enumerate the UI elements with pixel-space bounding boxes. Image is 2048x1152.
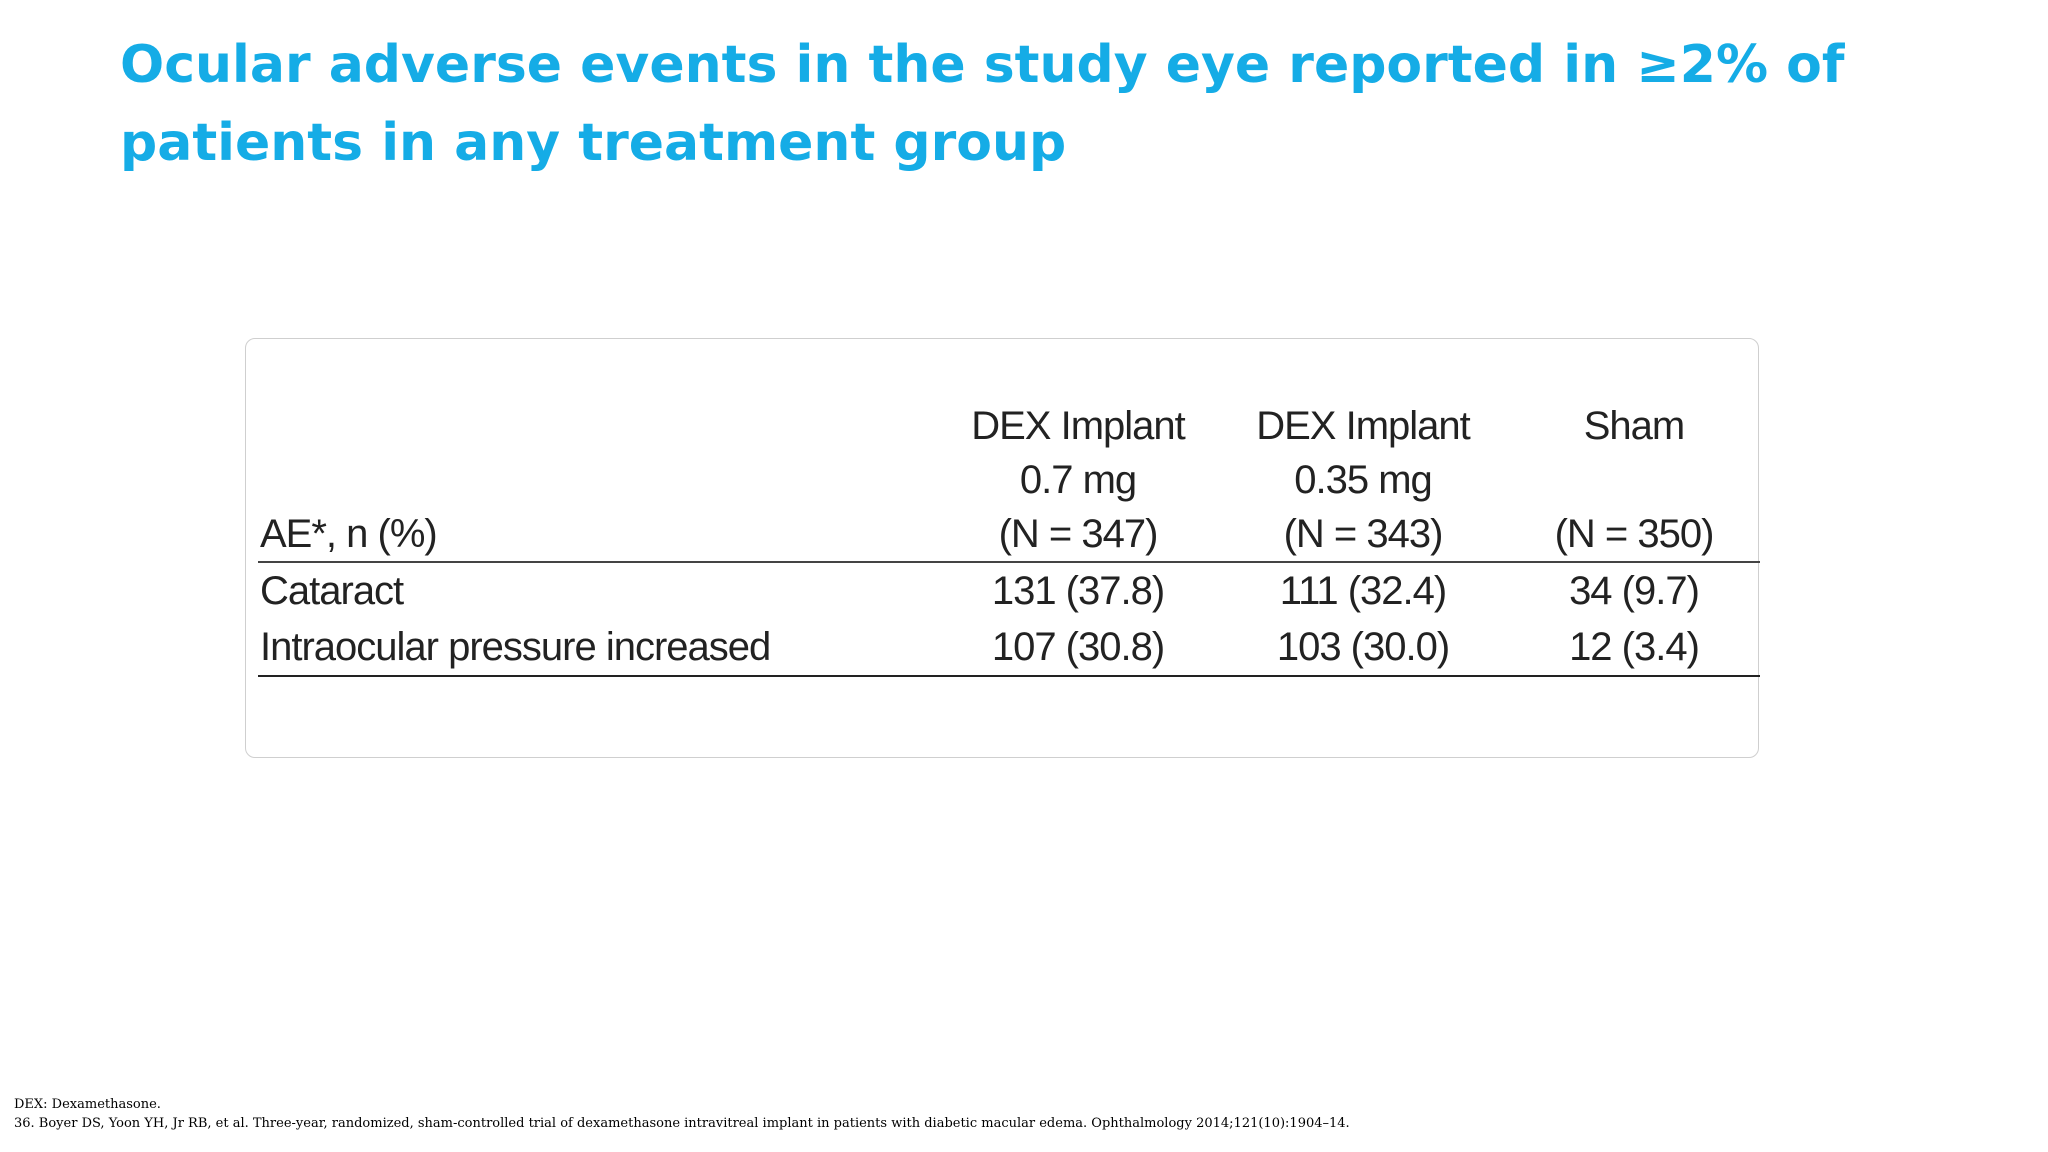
column-header-dex-0-35: DEX Implant 0.35 mg (N = 343) [1218,399,1508,563]
column-header-line: Sham [1583,404,1686,448]
column-header-line [1508,453,1760,507]
column-header-line: 0.35 mg [1294,458,1433,502]
column-header-line: DEX Implant [971,404,1186,448]
column-header-line: (N = 343) [1283,512,1444,556]
column-header-sham: Sham (N = 350) [1508,399,1760,563]
adverse-events-table: AE*, n (%) DEX Implant 0.7 mg (N = 347) … [258,399,1760,677]
table-row: Cataract 131 (37.8) 111 (32.4) 34 (9.7) [258,562,1760,619]
slide-title: Ocular adverse events in the study eye r… [120,35,1845,173]
reference-citation: 36. Boyer DS, Yoon YH, Jr RB, et al. Thr… [14,1116,1350,1131]
table-cell: 131 (37.8) [991,569,1165,613]
table-cell: 103 (30.0) [1218,619,1508,677]
table-cell: 111 (32.4) [1279,569,1447,613]
table-row: Intraocular pressure increased 107 (30.8… [258,619,1760,677]
table-header-row: AE*, n (%) DEX Implant 0.7 mg (N = 347) … [258,399,1760,563]
column-header-dex-0-7: DEX Implant 0.7 mg (N = 347) [938,399,1218,563]
table-cell: 107 (30.8) [938,619,1218,677]
column-header-line: DEX Implant [1256,404,1471,448]
column-header-line: 0.7 mg [1019,458,1137,502]
column-header-line: (N = 350) [1554,512,1715,556]
footnotes: DEX: Dexamethasone. 36. Boyer DS, Yoon Y… [14,1095,1914,1133]
row-header-cell: AE*, n (%) [258,399,938,563]
table-frame: AE*, n (%) DEX Implant 0.7 mg (N = 347) … [245,338,1760,758]
row-label: Intraocular pressure increased [258,619,938,677]
table-cell: 12 (3.4) [1508,619,1760,677]
row-label: Cataract [260,569,404,613]
table-cell: 34 (9.7) [1569,569,1700,613]
abbreviation-note: DEX: Dexamethasone. [14,1097,161,1112]
column-header-line: (N = 347) [998,512,1159,556]
